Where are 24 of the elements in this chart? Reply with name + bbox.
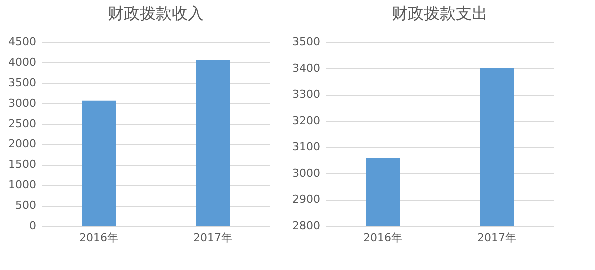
x-tick-label: 2016年	[80, 232, 118, 244]
x-tick-label: 2017年	[194, 232, 232, 244]
chart-title: 财政拨款支出	[392, 4, 488, 23]
chart-title: 财政拨款收入	[108, 4, 204, 23]
y-tick-label: 4000	[8, 56, 36, 69]
y-tick-label: 3200	[292, 114, 320, 128]
y-tick-label: 500	[16, 199, 36, 212]
y-tick-label: 4500	[8, 36, 36, 48]
y-tick-label: 3300	[292, 88, 320, 102]
y-tick-label: 3000	[8, 96, 36, 110]
y-tick-label: 0	[30, 220, 36, 232]
x-tick-label: 2016年	[364, 232, 402, 244]
y-tick-label: 1500	[8, 158, 36, 172]
y-tick-label: 1000	[8, 178, 36, 192]
x-tick-label: 2017年	[478, 232, 516, 244]
y-tick-label: 2900	[292, 193, 320, 206]
y-tick-label: 3500	[292, 36, 320, 48]
y-tick-label: 2800	[292, 220, 320, 232]
y-tick-label: 2500	[8, 117, 36, 130]
y-tick-label: 3000	[292, 166, 320, 180]
y-tick-label: 2000	[8, 138, 36, 151]
y-tick-label: 3500	[8, 76, 36, 90]
y-tick-label: 3100	[292, 140, 320, 154]
y-tick-label: 3400	[292, 62, 320, 75]
